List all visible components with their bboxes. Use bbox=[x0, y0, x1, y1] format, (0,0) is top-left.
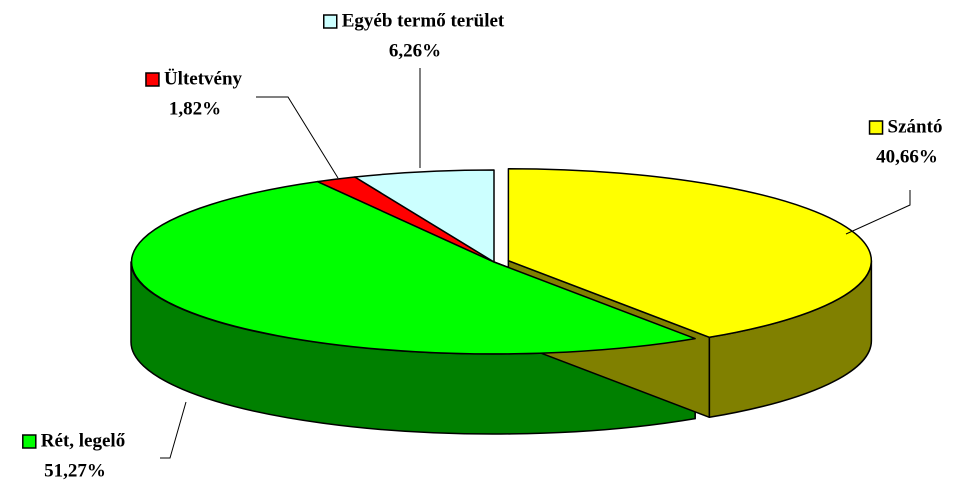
slice-label: Ültetvény bbox=[164, 68, 243, 89]
value-label: 40,66% bbox=[876, 146, 938, 167]
legend-key bbox=[22, 434, 37, 449]
leader-line bbox=[845, 190, 911, 235]
slice-top bbox=[354, 169, 495, 263]
slice-label: Rét, legelő bbox=[41, 430, 125, 451]
legend-key bbox=[323, 14, 338, 29]
leader-line bbox=[256, 96, 339, 179]
slice-top bbox=[130, 180, 696, 355]
slice-top bbox=[507, 167, 873, 339]
legend-key bbox=[868, 120, 884, 135]
leader-line bbox=[160, 401, 187, 459]
legend-key bbox=[145, 72, 160, 87]
value-label: 51,27% bbox=[44, 460, 106, 481]
slice-label: Szántó bbox=[888, 116, 943, 137]
slice-label: Egyéb termő terület bbox=[342, 10, 505, 31]
value-label: 6,26% bbox=[389, 40, 441, 61]
value-label: 1,82% bbox=[169, 98, 221, 119]
